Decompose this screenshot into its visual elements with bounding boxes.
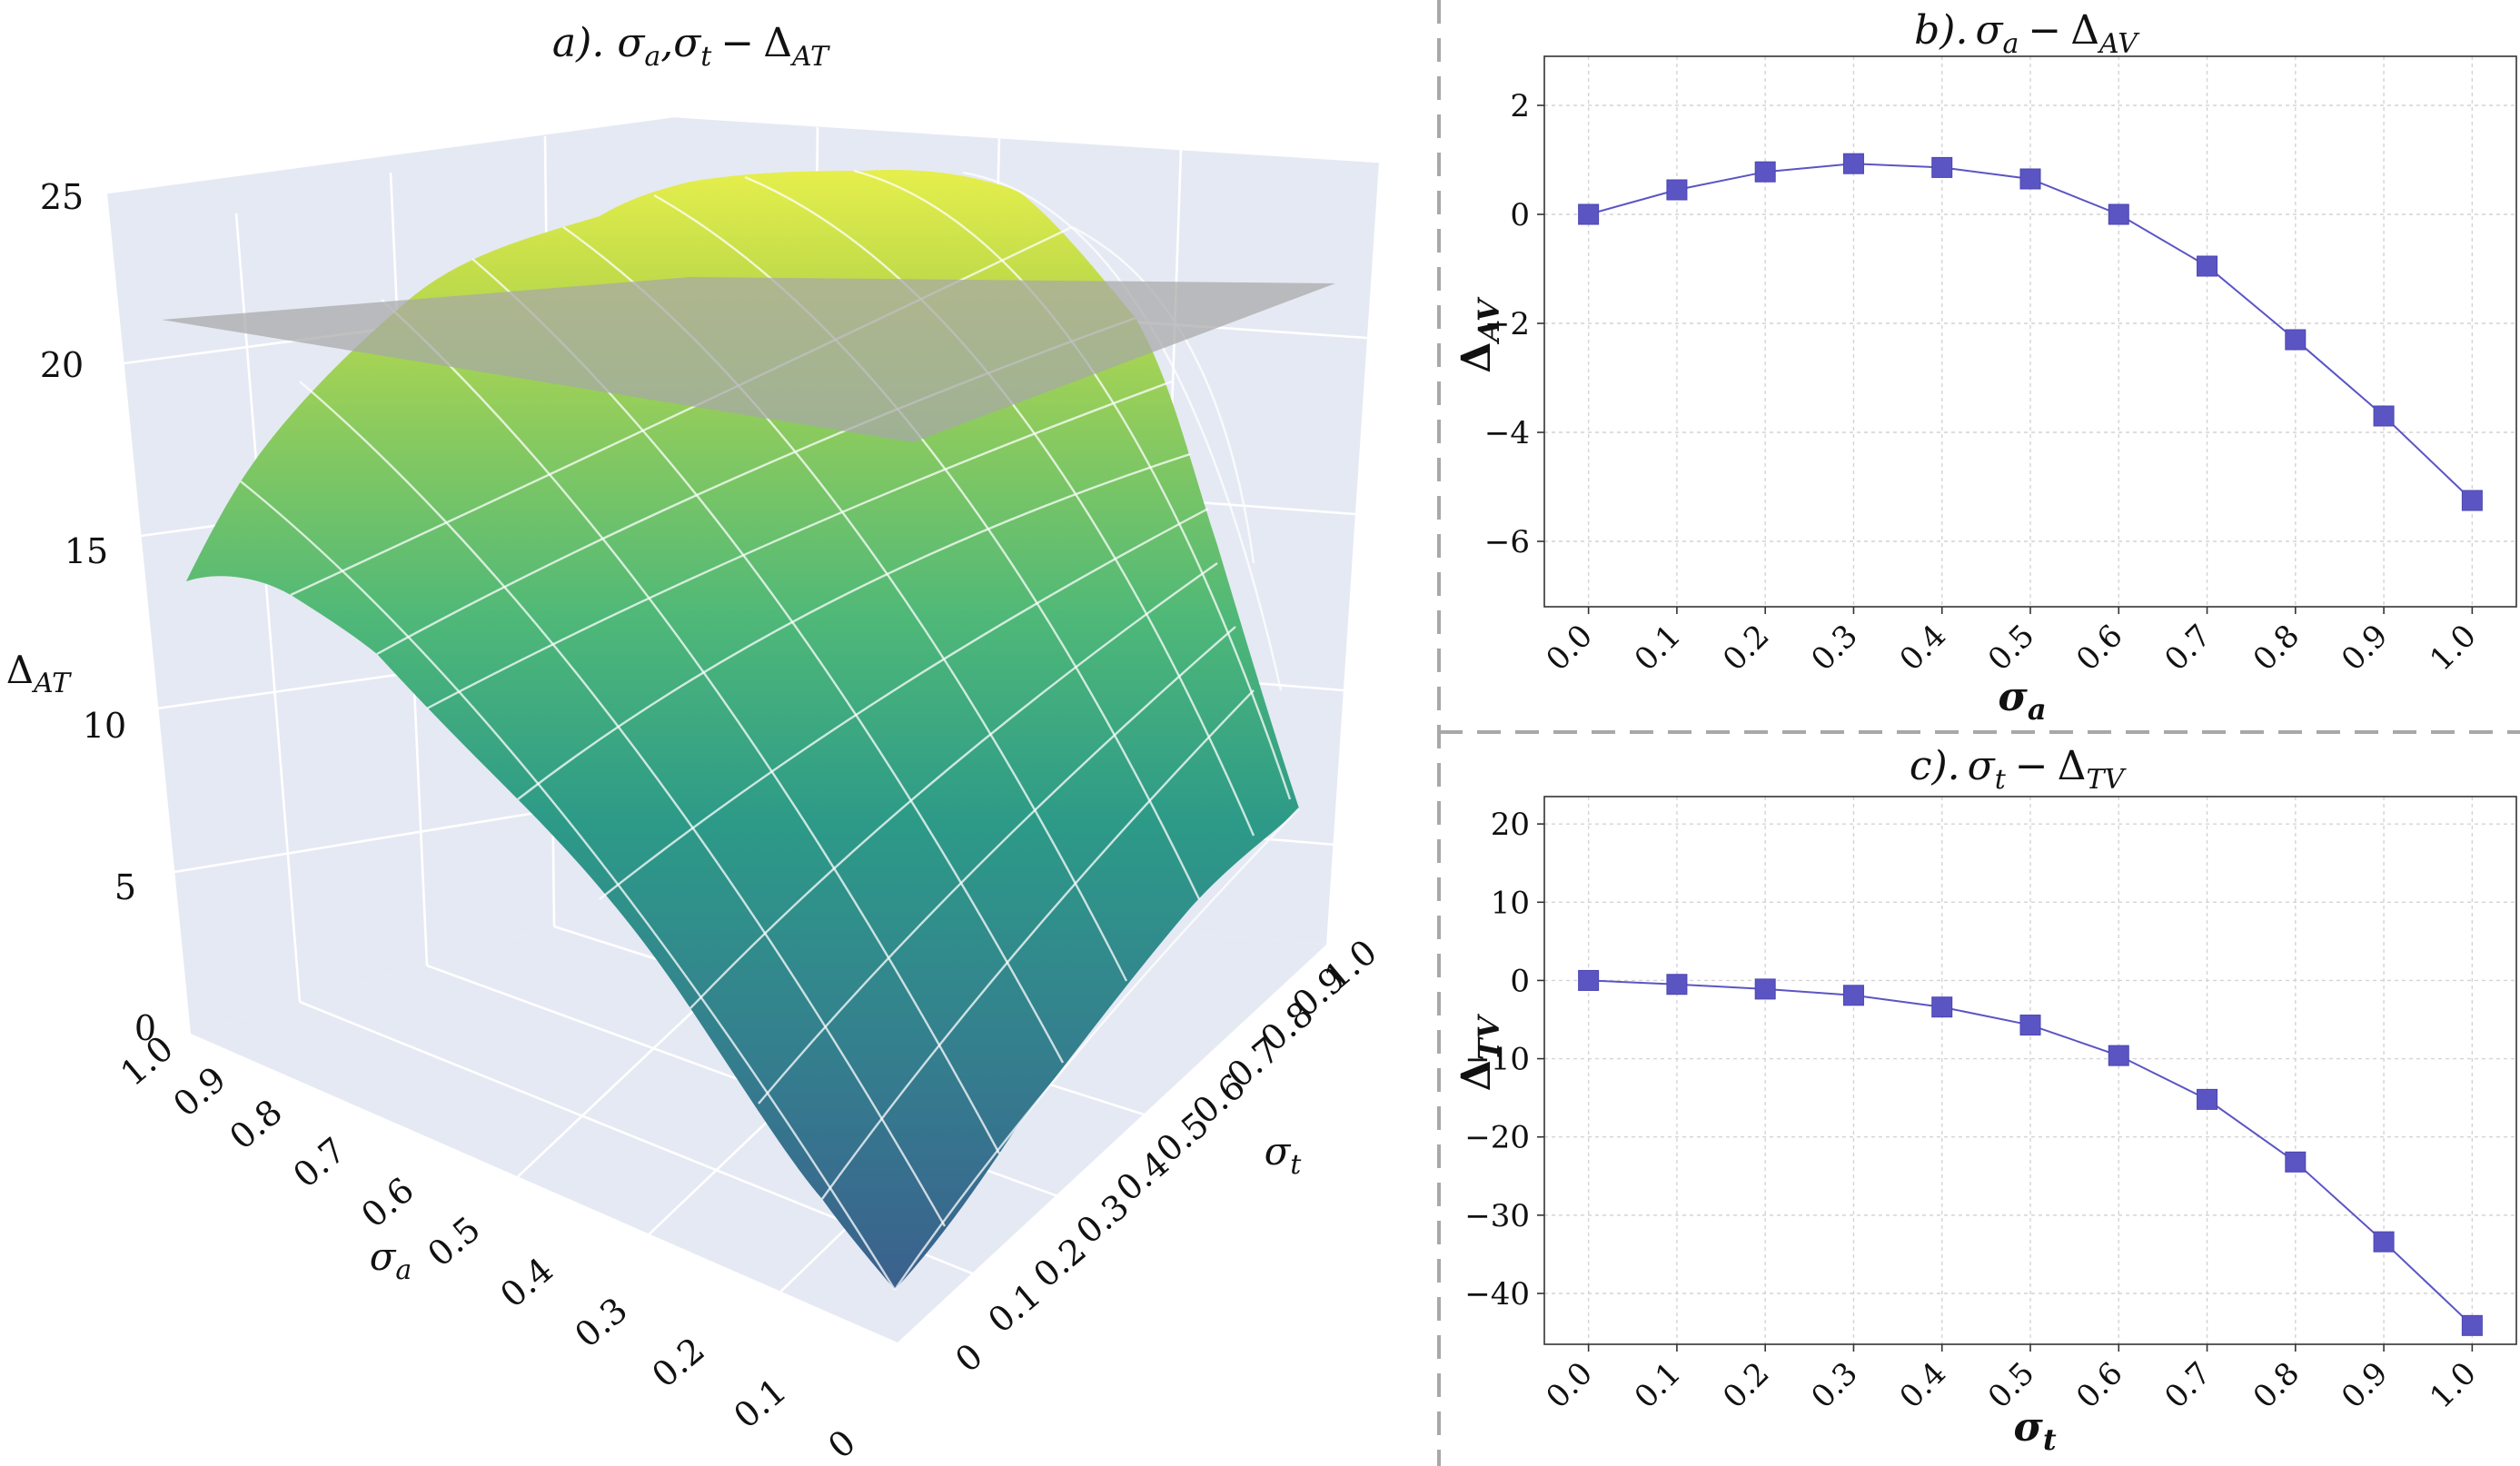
data-point	[2108, 1045, 2129, 1066]
z-axis-ticks: 25 20 15 10 5 0	[40, 177, 156, 1048]
x-tick-label: 0.3	[1804, 1355, 1865, 1416]
x-tick-label: 0.5	[1981, 618, 2042, 679]
y-tick: 0	[947, 1335, 990, 1380]
panel-c-xlabel: σt	[2013, 1404, 2056, 1457]
data-point	[1931, 156, 1953, 178]
x-tick: 0.3	[567, 1290, 635, 1356]
x-tick: 0.7	[285, 1130, 353, 1196]
x-tick-label: 0.9	[2335, 618, 2396, 679]
data-point	[2461, 1314, 2483, 1336]
x-tick-label: 0.3	[1804, 618, 1865, 679]
x-tick-label: 0.9	[2335, 1355, 2396, 1416]
z-tick: 20	[40, 345, 84, 385]
y-tick-label: −10	[1464, 1042, 1530, 1078]
x-tick: 0.5	[420, 1209, 488, 1275]
y-axis-label: σt	[1265, 1129, 1303, 1181]
x-tick-label: 0.4	[1893, 1355, 1954, 1416]
z-tick: 25	[40, 177, 84, 217]
y-tick-label: −20	[1464, 1120, 1530, 1156]
y-tick-label: 0	[1510, 197, 1530, 233]
panel-b-ylabel: ΔAV	[1453, 296, 1506, 373]
x-tick-label: 0.8	[2247, 618, 2307, 679]
data-point	[2019, 168, 2041, 190]
y-tick-label: −40	[1464, 1276, 1530, 1312]
y-tick-label: 2	[1510, 88, 1530, 124]
y-tick-label: 20	[1491, 807, 1530, 843]
data-point	[2108, 203, 2129, 225]
data-point	[2373, 405, 2395, 427]
x-tick-label: 0.2	[1716, 1355, 1777, 1416]
x-tick-label: 0.7	[2158, 1355, 2218, 1416]
y-tick: 0.1	[980, 1275, 1048, 1342]
z-tick: 5	[114, 867, 136, 907]
y-tick-label: −6	[1484, 524, 1530, 560]
y-tick-label: 0	[1510, 963, 1530, 999]
x-tick: 0.4	[492, 1250, 561, 1316]
x-tick: 0.8	[222, 1092, 290, 1158]
x-axis-label: σa	[370, 1234, 412, 1286]
x-tick-label: 1.0	[2423, 1355, 2484, 1416]
panel-b-plot-area: 2 0 −2 −4 −6 0.0 0.1 0.2 0.3 0.4 0.5 0.6 0.7 0.8 0.9 1.…	[1484, 55, 2517, 679]
x-tick: 1.0	[113, 1028, 181, 1095]
z-tick: 15	[64, 531, 108, 571]
y-tick-label: −2	[1484, 306, 1530, 342]
panel-a-3d-surface: a). σa,σt − ΔAT	[6, 20, 1384, 1466]
panel-c-title: c). σt − ΔTV	[1910, 743, 2128, 796]
data-point	[2197, 1088, 2218, 1110]
panel-b-xlabel: σa	[1998, 674, 2046, 727]
y-tick-label: −30	[1464, 1198, 1530, 1234]
x-tick: 0.6	[353, 1170, 422, 1236]
x-tick: 0	[820, 1421, 863, 1466]
surface-wireframe	[240, 169, 1300, 1291]
z-tick: 10	[83, 706, 126, 746]
y-tick-label: −4	[1484, 415, 1530, 451]
y-tick-label: 10	[1491, 885, 1530, 921]
data-point	[1666, 974, 1688, 995]
x-tick-label: 0.4	[1893, 618, 1954, 679]
data-point	[2285, 1151, 2307, 1173]
x-tick: 0.2	[644, 1330, 712, 1396]
data-point	[1931, 996, 1953, 1018]
x-tick-label: 0.8	[2247, 1355, 2307, 1416]
data-point	[2197, 255, 2218, 277]
data-point	[1666, 179, 1688, 201]
x-tick-label: 0.1	[1628, 1355, 1689, 1416]
x-tick-label: 0.0	[1539, 1355, 1600, 1416]
x-tick-label: 0.6	[2069, 618, 2130, 679]
panel-b-title: b). σa − ΔAV	[1914, 7, 2140, 60]
x-tick-label: 1.0	[2423, 618, 2484, 679]
x-tick: 0.1	[726, 1371, 794, 1437]
data-point	[1754, 978, 1776, 1000]
panel-b-line-chart: b). σa − ΔAV 2 0 −2 −4 −6 0.0 0.1 0.2 0.3 0.4 0.5 0.6 0…	[1453, 7, 2517, 727]
panel-a-title: a). σa,σt − ΔAT	[552, 20, 830, 73]
x-tick-label: 0.0	[1539, 618, 1600, 679]
z-tick: 0	[134, 1008, 156, 1048]
data-point	[2373, 1231, 2395, 1253]
panel-c-line-chart: c). σt − ΔTV 20 10 0 −10 −20 −30 −40 0.0 0.1 0.2 0.3 0…	[1453, 743, 2517, 1457]
x-tick: 0.9	[165, 1059, 233, 1125]
z-axis-label: ΔAT	[6, 648, 72, 699]
reference-plane	[162, 277, 1335, 442]
data-point	[1842, 153, 1864, 174]
x-tick-label: 0.1	[1628, 618, 1689, 679]
data-point	[1578, 969, 1600, 991]
data-point	[1754, 161, 1776, 183]
panel-c-ylabel: ΔTV	[1453, 1013, 1506, 1091]
data-point	[2461, 490, 2483, 511]
data-point	[1842, 985, 1864, 1006]
x-tick-label: 0.2	[1716, 618, 1777, 679]
data-point	[1578, 203, 1600, 225]
x-tick-label: 0.7	[2158, 618, 2218, 679]
data-point	[2285, 329, 2307, 351]
x-tick-label: 0.6	[2069, 1355, 2130, 1416]
data-point	[2019, 1015, 2041, 1036]
